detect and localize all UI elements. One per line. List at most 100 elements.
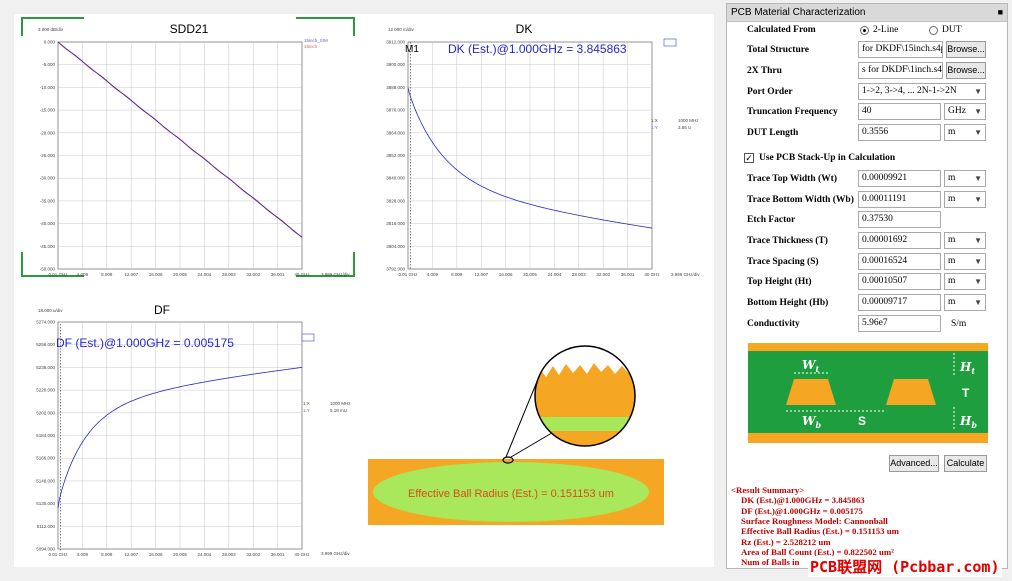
radio-dut-label: DUT: [942, 25, 962, 35]
total-structure-input[interactable]: for DKDF\15inch.s4p: [858, 41, 943, 58]
radio-dut[interactable]: [929, 26, 938, 35]
x-tick-label: 12.007: [474, 272, 488, 277]
y-tick-label: 3828.000: [386, 198, 405, 203]
trace-top-width-unit[interactable]: m ▼: [944, 170, 986, 187]
zoom-point: [502, 456, 514, 464]
x-tick-label: 16.006: [499, 272, 513, 277]
summary-line: <Result Summary>: [731, 485, 805, 495]
stackup-label: Use PCB Stack-Up in Calculation: [759, 153, 896, 163]
x-tick-label: 28.003: [222, 272, 236, 277]
unit-value: m: [948, 173, 956, 183]
toolbar-icon[interactable]: [301, 333, 315, 342]
total-structure-label: Total Structure: [747, 45, 810, 55]
trace-bottom-width-unit[interactable]: m ▼: [944, 191, 986, 208]
s-label: S: [858, 414, 866, 428]
trace-thickness-unit[interactable]: m ▼: [944, 232, 986, 249]
truncation-label: Truncation Frequency: [747, 107, 838, 117]
y-tick-label: 5220.000: [36, 388, 55, 393]
chevron-down-icon: ▼: [974, 128, 982, 137]
y-tick-label: 3816.000: [386, 221, 405, 226]
y-tick-label: -45.000: [40, 244, 56, 249]
legend-entry-1: 15inch_SIM: [304, 38, 328, 43]
ball-radius-illustration: Effective Ball Radius (Est.) = 0.151153 …: [360, 339, 678, 535]
port-order-select[interactable]: 1->2, 3->4, ... 2N-1->2N ▼: [858, 83, 986, 100]
chevron-down-icon: ▼: [974, 107, 982, 116]
y-tick-label: 3840.000: [386, 176, 405, 181]
toolbar-icon[interactable]: [663, 38, 677, 47]
trace-thickness-input[interactable]: 0.00001692: [858, 232, 941, 249]
annotation: DK (Est.)@1.000GHz = 3.845863: [448, 42, 627, 56]
top-height-unit[interactable]: m ▼: [944, 273, 986, 290]
y-tick-label: -25.000: [40, 153, 56, 158]
dut-length-input[interactable]: 0.3556: [858, 124, 941, 141]
pin-icon[interactable]: ■: [997, 7, 1003, 17]
y-tick-label: 3912.000: [386, 40, 405, 45]
radio-2line-label: 2-Line: [873, 25, 899, 35]
grid: [407, 41, 653, 270]
truncation-unit-select[interactable]: GHz ▼: [944, 103, 986, 120]
calculate-button[interactable]: Calculate: [944, 455, 987, 472]
y-tick-label: 3876.000: [386, 108, 405, 113]
plot-area: SDD21 3.000 dB/div 0.000 -5.000 -10.000 -15…: [14, 14, 714, 567]
stackup-checkbox[interactable]: ✓: [744, 153, 754, 163]
panel-title-text: PCB Material Characterization: [731, 7, 866, 18]
trace-spacing-input[interactable]: 0.00016524: [858, 253, 941, 270]
trace-bottom-width-input[interactable]: 0.00011191: [858, 191, 941, 208]
radio-2line[interactable]: [860, 26, 869, 35]
unit-value: m: [948, 235, 956, 245]
series-line-dk: [407, 87, 653, 229]
conductivity-label: Conductivity: [747, 319, 800, 329]
x-tick-label: 8.008: [101, 272, 113, 277]
advanced-button[interactable]: Advanced...: [889, 455, 939, 472]
y-tick-label: 5184.000: [36, 433, 55, 438]
trace-top-width-input[interactable]: 0.00009921: [858, 170, 941, 187]
conductivity-input[interactable]: 5.96e7: [858, 315, 941, 332]
etch-factor-input[interactable]: 0.37530: [858, 211, 941, 228]
param-label: Top Height (Ht): [747, 277, 812, 287]
y-tick-labels: 5274.000 5256.000 5238.000 5220.000 5202.000…: [36, 320, 55, 552]
browse-thru-button[interactable]: Browse...: [946, 62, 986, 79]
readout-y-label: 1:Y: [651, 125, 658, 130]
param-label: Trace Bottom Width (Wb): [747, 195, 854, 205]
ball-ellipse: [373, 462, 649, 522]
x-tick-label: 40 GHz: [644, 272, 660, 277]
legend: 15inch_SIM 15inch: [304, 38, 328, 49]
thru-input[interactable]: s for DKDF\1inch.s4p: [858, 62, 943, 79]
sdd21-chart: SDD21 3.000 dB/div 0.000 -5.000 -10.000 -15…: [21, 17, 355, 277]
x-tick-label: 16.006: [149, 272, 163, 277]
y-tick-label: 3888.000: [386, 85, 405, 90]
y-tick-label: 5166.000: [36, 456, 55, 461]
marker-readout: 1:X 1000 MHz 1:Y 5.18 mU: [303, 401, 351, 413]
series-group: [57, 367, 303, 509]
df-chart: DF 18.000 u/div 5274.000 5256.000 5238.000…: [36, 303, 351, 557]
chevron-down-icon: ▼: [974, 87, 982, 96]
unit-value: m: [948, 256, 956, 266]
browse-total-button[interactable]: Browse...: [946, 41, 986, 58]
summary-line: Rz (Est.) = 2.528212 um: [741, 536, 831, 547]
dut-length-unit-select[interactable]: m ▼: [944, 124, 986, 141]
readout-x-value: 1000 MHz: [678, 118, 699, 123]
y-tick-label: -20.000: [40, 130, 56, 135]
param-label: Bottom Height (Hb): [747, 298, 829, 308]
x-tick-label: 24.004: [198, 272, 212, 277]
legend-entry-2: 15inch: [304, 44, 318, 49]
bottom-height-input[interactable]: 0.00009717: [858, 294, 941, 311]
y-tick-label: 5130.000: [36, 501, 55, 506]
trace-spacing-unit[interactable]: m ▼: [944, 253, 986, 270]
x-tick-label: 36.001: [621, 272, 635, 277]
y-tick-label: 5238.000: [36, 365, 55, 370]
x-tick-label: 0.01 GHz: [398, 272, 418, 277]
frame-corner-bottom-left: [21, 252, 84, 277]
series-group: [407, 87, 653, 229]
x-tick-label: 32.002: [596, 272, 610, 277]
x-tick-label: 8.008: [451, 272, 463, 277]
truncation-input[interactable]: 40: [858, 103, 941, 120]
hb-label: Hb: [959, 414, 977, 430]
x-tick-label: 28.003: [572, 272, 586, 277]
readout-x-label: 1:X: [651, 118, 658, 123]
chart-title: DF: [154, 303, 170, 317]
bottom-height-unit[interactable]: m ▼: [944, 294, 986, 311]
top-height-input[interactable]: 0.00010507: [858, 273, 941, 290]
y-tick-label: 5112.000: [37, 524, 56, 529]
x-tick-label: 12.007: [124, 552, 138, 557]
